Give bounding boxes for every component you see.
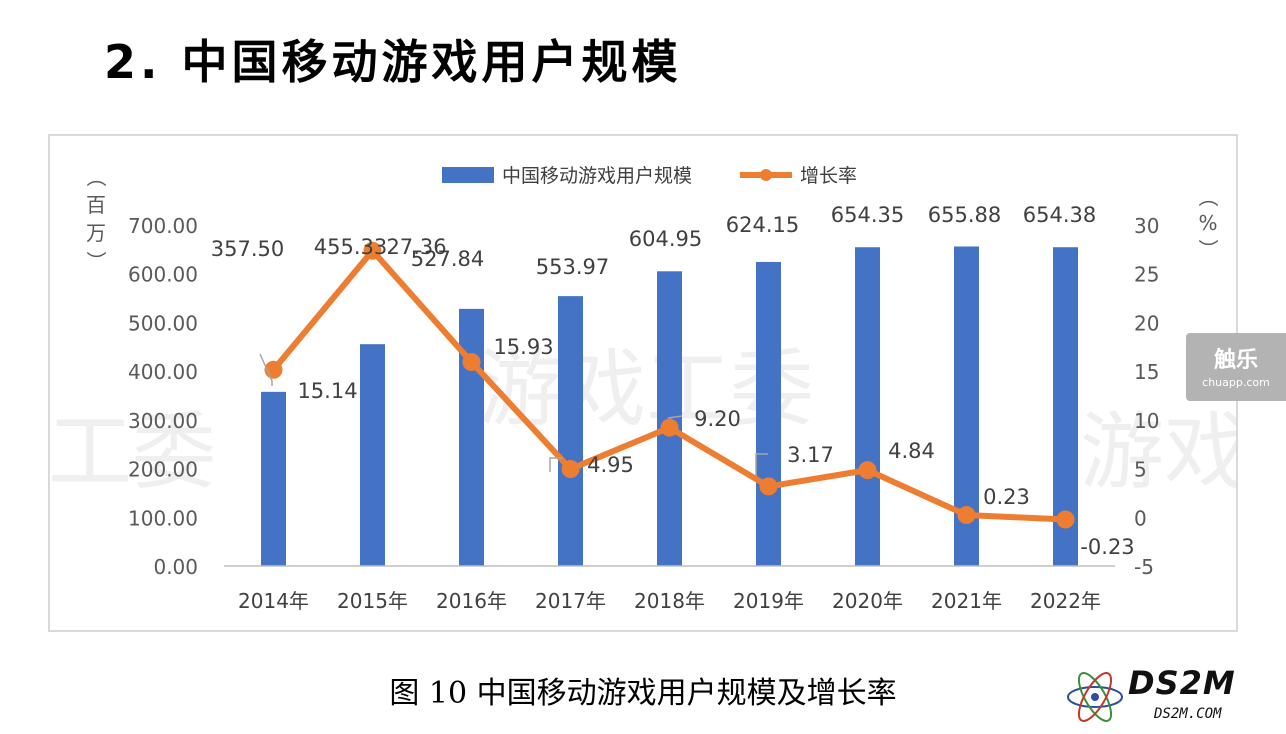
y-left-unit-char: ） [84,251,108,271]
growth-rate-point [363,241,382,260]
growth-rate-point [858,461,877,480]
atom-icon [1067,672,1123,722]
y-right-unit-char: % [1198,211,1217,235]
x-tick-label: 2016年 [436,589,507,613]
y-right-tick-label: 15 [1134,360,1159,384]
figure-caption: 图 10 中国移动游戏用户规模及增长率 [389,676,897,711]
label-leader-line [549,457,562,472]
y-right-tick-label: 30 [1134,214,1159,238]
line-value-label: -0.23 [1080,535,1134,559]
growth-rate-point [759,477,778,496]
bar-value-label: 604.95 [629,227,702,251]
bar-value-label: 624.15 [726,213,799,237]
y-right-tick-label: 0 [1134,506,1147,530]
y-right-tick-label: 20 [1134,311,1159,335]
line-value-label: 15.93 [493,335,553,359]
y-left-tick-label: 200.00 [128,458,198,482]
x-tick-label: 2018年 [634,589,705,613]
badge-main-text: 触乐 [1213,348,1258,373]
y-left-tick-label: 700.00 [128,214,198,238]
y-right-tick-label: 5 [1134,458,1147,482]
y-right-tick-label: 10 [1134,409,1159,433]
bar-2020年 [855,247,880,566]
x-tick-label: 2022年 [1030,589,1101,613]
bar-value-label: 655.88 [928,203,1001,227]
x-tick-label: 2015年 [337,589,408,613]
x-tick-label: 2014年 [238,589,309,613]
bar-2019年 [756,261,781,566]
y-left-unit-char: 百 [86,193,106,217]
bar-value-label: 654.35 [831,203,904,227]
chart-frame: 游戏工委 工委 游戏 0.00 100.00 200.00 300.00 400.00 500.… [48,134,1248,632]
watermark-text: 工委 [50,403,216,501]
bar-2017年 [558,296,583,566]
line-value-label: 4.95 [587,453,634,477]
bar-2014年 [261,391,286,566]
bar-value-label: 455.33 [314,235,387,259]
bar-value-label: 654.38 [1023,203,1096,227]
page-heading: 2. 中国移动游戏用户规模 [104,35,682,89]
line-value-label: 0.23 [983,485,1030,509]
label-leader-line [755,453,768,476]
logo-main-text: DS2M [1128,664,1236,702]
x-tick-label: 2017年 [535,589,606,613]
label-leader-line [259,353,273,386]
y-left-tick-label: 600.00 [128,263,198,287]
x-tick-label: 2019年 [733,589,804,613]
y-left-unit-char: 万 [86,221,106,245]
growth-rate-point [561,460,580,479]
bar-2015年 [360,344,385,566]
line-value-label: 27.36 [386,235,446,259]
line-value-label: 15.14 [297,379,357,403]
y-left-unit-char: （ [84,167,108,187]
legend-bar-swatch [442,167,494,183]
ds2m-logo: DS2M DS2M.COM [1064,664,1274,730]
legend-line-marker [760,169,772,181]
y-left-tick-label: 100.00 [128,506,198,530]
watermark-text: 游戏 [1080,403,1236,501]
chuapp-badge: 触乐 chuapp.com [1186,333,1286,401]
bar-value-label: 527.84 [411,247,484,271]
bar-value-label: 357.50 [211,237,284,261]
y-right-unit-char: （ [1196,187,1220,207]
legend-bar-label: 中国移动游戏用户规模 [502,165,692,187]
y-left-tick-label: 400.00 [128,360,198,384]
growth-rate-point [660,418,679,437]
bar-2016年 [459,308,484,566]
y-right-tick-label: 25 [1134,263,1159,287]
bar-value-label: 553.97 [536,255,609,279]
y-left-tick-label: 500.00 [128,311,198,335]
legend-line-label: 增长率 [800,165,857,187]
badge-sub-text: chuapp.com [1202,376,1270,389]
line-value-label: 3.17 [787,443,834,467]
line-value-label: 9.20 [694,407,741,431]
y-left-tick-label: 0.00 [153,555,198,579]
label-leader-line [667,415,683,419]
growth-rate-point [957,506,976,525]
x-tick-label: 2021年 [931,589,1002,613]
line-value-label: 4.84 [888,439,935,463]
y-right-unit-char: ） [1196,239,1220,259]
growth-rate-point [1056,510,1075,529]
x-tick-label: 2020年 [832,589,903,613]
logo-sub-text: DS2M.COM [1154,706,1222,722]
y-left-tick-label: 300.00 [128,409,198,433]
y-right-tick-label: -5 [1134,555,1154,579]
growth-rate-point [462,353,481,372]
